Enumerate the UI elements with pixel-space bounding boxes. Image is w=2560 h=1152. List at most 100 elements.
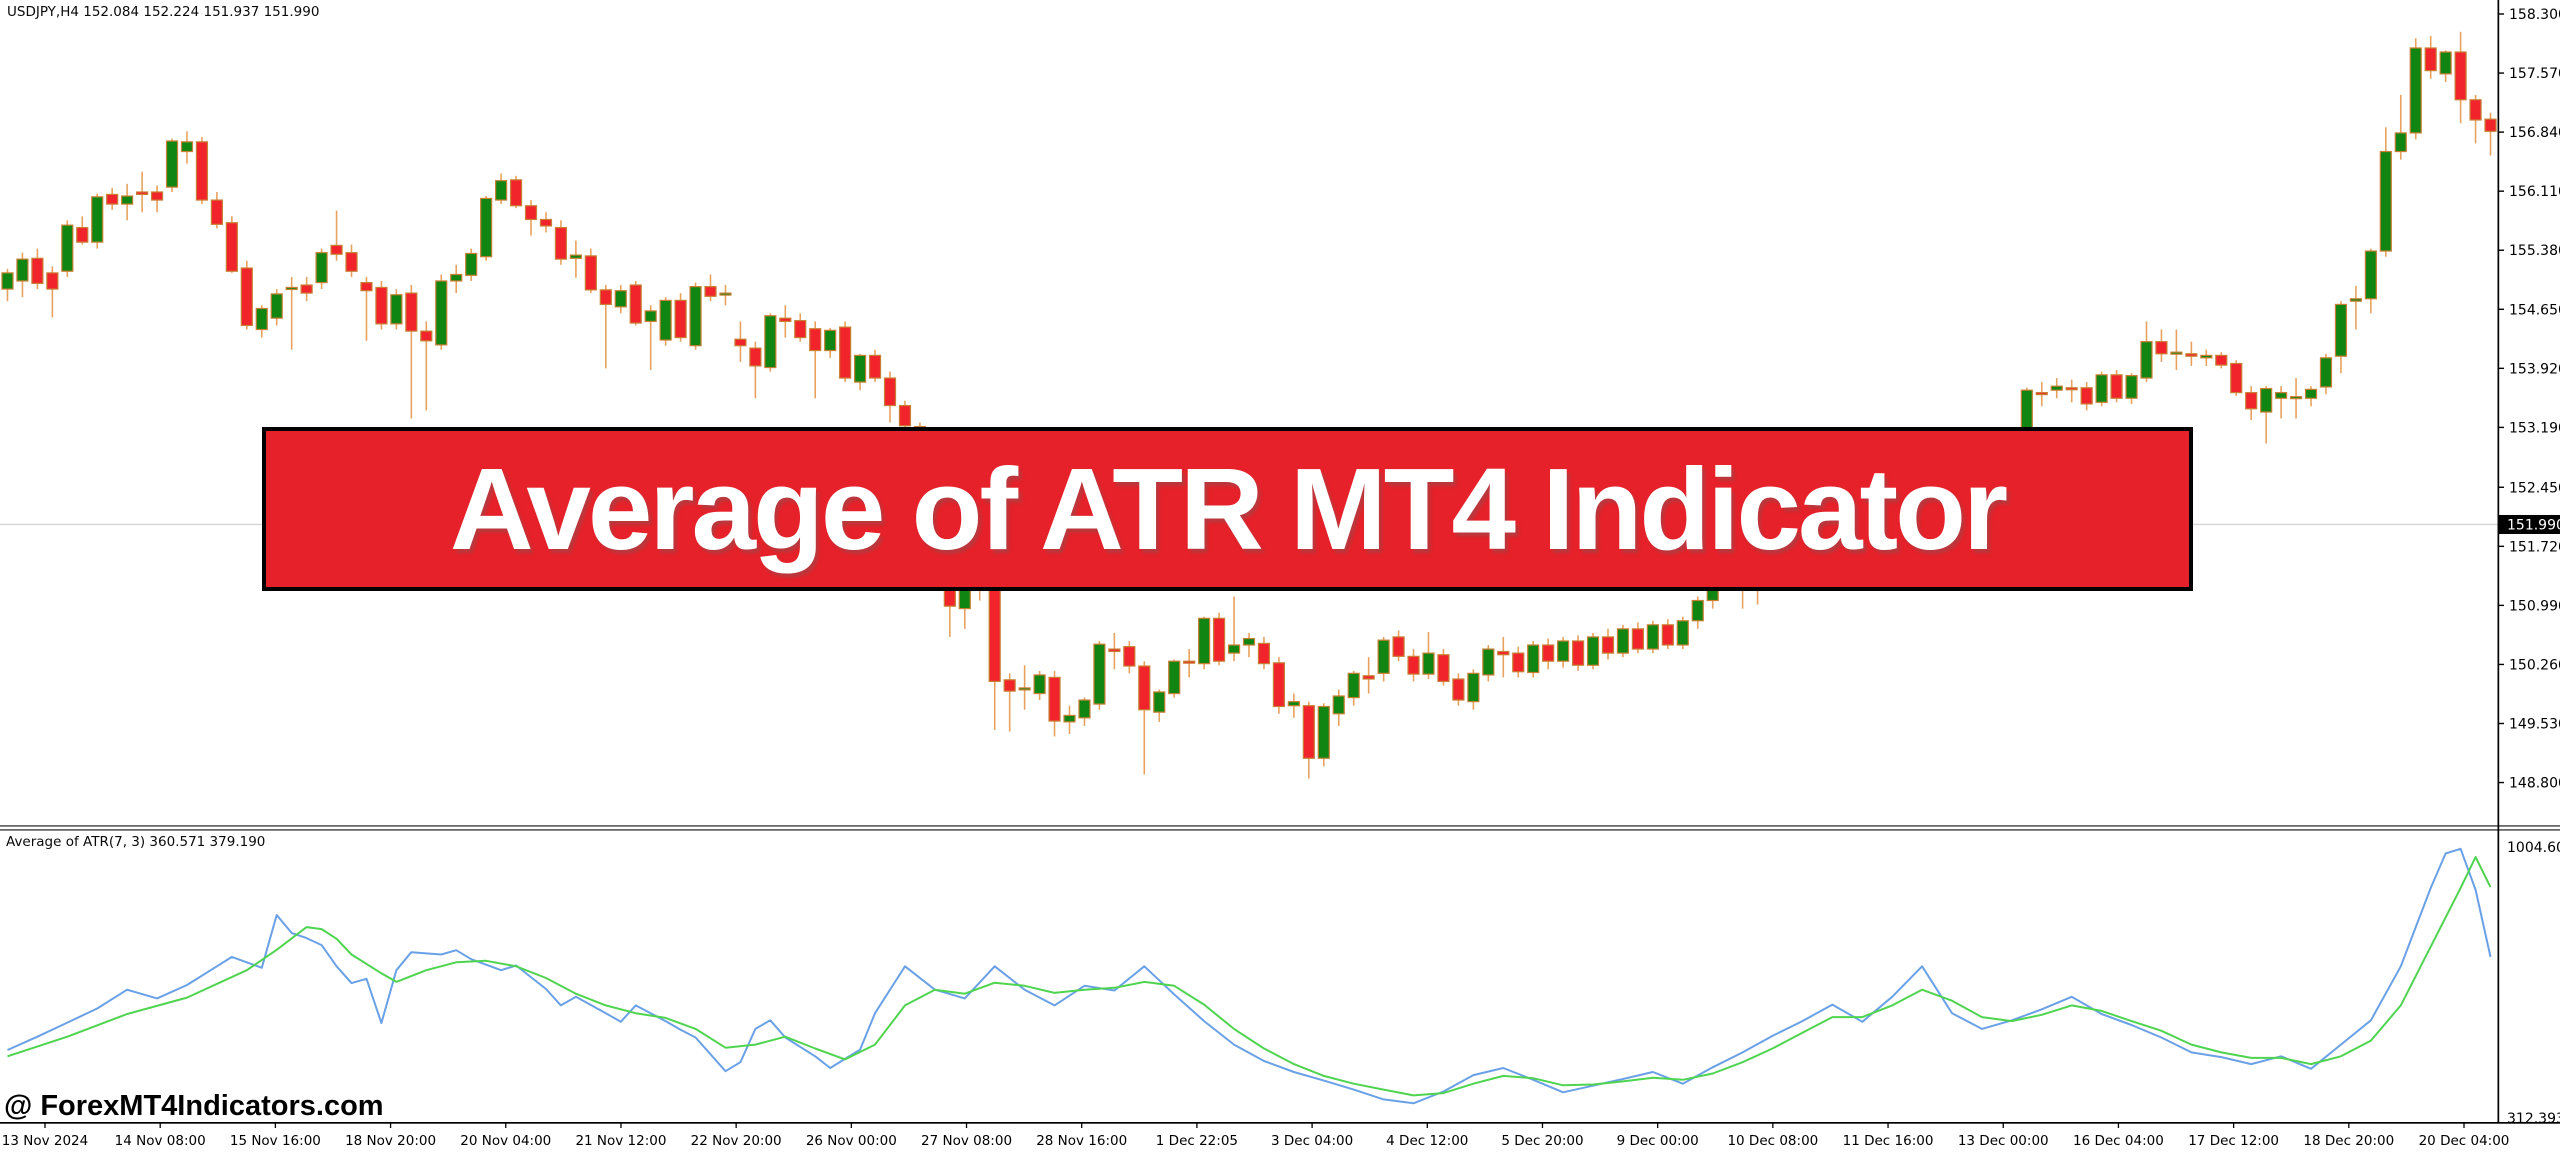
candle-body (719, 292, 732, 296)
candle (1168, 659, 1181, 698)
candle-body (1033, 674, 1046, 695)
candle-body (1123, 646, 1136, 667)
price-tick-label: 153.190 (2509, 420, 2560, 436)
atr-line (7, 847, 2492, 1105)
candle (1317, 703, 1330, 767)
candle-body (689, 286, 702, 347)
candle-body (1616, 628, 1630, 654)
candle-body (1272, 662, 1286, 708)
candle (1093, 640, 1106, 710)
candle-body (2379, 150, 2392, 252)
candle-body (1661, 624, 1674, 646)
candle (629, 280, 642, 326)
candle (420, 321, 433, 411)
candle-body (1497, 650, 1510, 656)
candle-body (868, 354, 882, 379)
candle-body (2050, 385, 2063, 391)
candle (270, 289, 283, 326)
candle (2349, 285, 2362, 330)
candle (868, 349, 882, 383)
candle (165, 138, 179, 192)
candle (1018, 665, 1031, 710)
candle (2439, 50, 2452, 82)
candle-body (1557, 640, 1570, 662)
candle-body (2245, 392, 2258, 410)
candle-body (1153, 691, 1166, 713)
price-tick-label: 153.920 (2509, 361, 2560, 377)
candle (883, 371, 897, 423)
candle (375, 280, 388, 330)
candle-body (629, 284, 642, 324)
candle (2424, 35, 2437, 79)
candle (285, 276, 298, 350)
candle (1676, 616, 1689, 650)
candle (405, 285, 418, 419)
candle-body (2230, 362, 2243, 394)
candle (330, 210, 343, 261)
candle (2200, 349, 2213, 366)
candle (1512, 646, 1525, 678)
candle-body (2155, 341, 2168, 355)
candle-body (2215, 354, 2228, 366)
candle-body (1631, 628, 1645, 650)
candle-body (2275, 392, 2288, 399)
candle (1242, 632, 1256, 658)
candle-body (809, 328, 822, 352)
candle-body (898, 404, 912, 427)
candle-body (524, 205, 538, 221)
candle (435, 274, 448, 350)
candle-body (255, 307, 268, 331)
candle (1586, 632, 1600, 670)
candle (644, 305, 657, 370)
candle-body (614, 290, 627, 308)
candle-body (315, 252, 328, 284)
candle-body (1646, 624, 1659, 650)
current-price-label: 151.990 (2507, 517, 2560, 533)
time-tick-label: 17 Dec 12:00 (2188, 1133, 2279, 1149)
candle-body (2035, 392, 2048, 396)
candle (1302, 701, 1315, 779)
candle-body (674, 299, 687, 339)
candle-body (2125, 375, 2138, 399)
candle (2215, 352, 2228, 369)
candle (1631, 622, 1645, 654)
time-tick-label: 13 Nov 2024 (2, 1133, 88, 1149)
candle (2035, 382, 2048, 407)
candle (1452, 673, 1465, 706)
candle (2050, 378, 2063, 399)
candle-body (734, 338, 747, 347)
time-tick-label: 4 Dec 12:00 (1386, 1133, 1468, 1149)
candle (794, 313, 807, 342)
time-tick-label: 11 Dec 16:00 (1843, 1133, 1934, 1149)
time-tick-label: 26 Nov 00:00 (806, 1133, 897, 1149)
candle (764, 313, 777, 372)
panel-separator (0, 829, 2560, 831)
price-tick-label: 157.570 (2509, 66, 2560, 82)
indicator-max-label: 1004.607 (2507, 840, 2560, 856)
candle (1198, 616, 1211, 670)
candle (150, 185, 164, 213)
candle-body (2065, 387, 2078, 391)
candle-body (779, 317, 792, 323)
candle-body (824, 329, 837, 352)
candle (584, 248, 597, 294)
candle-body (1108, 648, 1121, 653)
candle (2334, 301, 2348, 374)
candle (2304, 386, 2318, 407)
price-tick-label: 152.450 (2509, 480, 2560, 496)
candle (1048, 670, 1061, 737)
candle (315, 248, 328, 290)
candle (809, 321, 822, 399)
candle (1542, 638, 1555, 670)
time-tick-label: 9 Dec 00:00 (1617, 1133, 1699, 1149)
candle-body (2260, 387, 2273, 413)
banner-text: Average of ATR MT4 Indicator (449, 444, 2008, 574)
candle-body (180, 141, 194, 153)
time-axis-line (0, 1122, 2560, 1124)
candle (1407, 649, 1420, 682)
candle (1033, 670, 1046, 701)
candle-body (2140, 341, 2153, 379)
candle-body (839, 326, 852, 379)
candle-body (1063, 714, 1076, 723)
